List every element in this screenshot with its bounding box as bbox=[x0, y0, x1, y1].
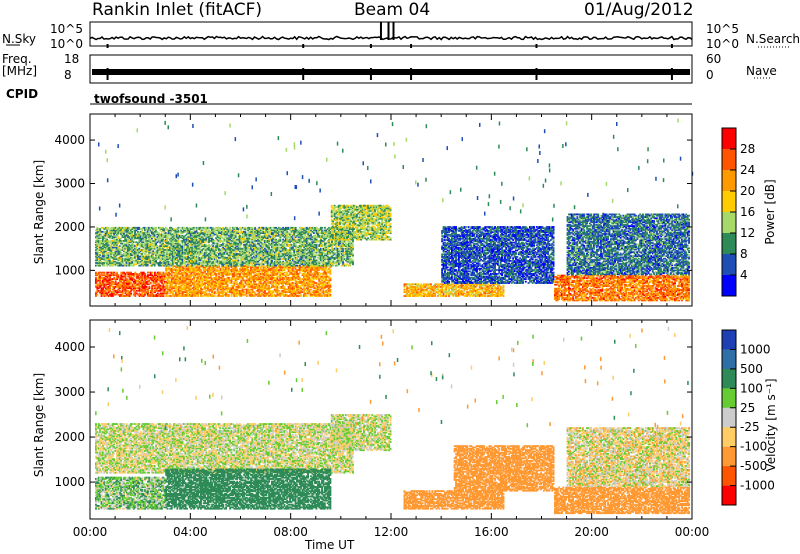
data-cell bbox=[108, 227, 110, 229]
data-cell bbox=[329, 289, 331, 291]
data-cell bbox=[116, 272, 118, 274]
data-cell bbox=[236, 281, 238, 283]
data-cell bbox=[207, 227, 209, 229]
data-cell bbox=[268, 285, 270, 287]
data-cell bbox=[130, 293, 132, 295]
data-cell bbox=[214, 295, 216, 297]
data-cell bbox=[229, 227, 231, 229]
data-cell bbox=[103, 272, 105, 274]
data-cell bbox=[150, 282, 152, 284]
data-cell bbox=[179, 243, 181, 245]
data-cell bbox=[193, 227, 195, 229]
data-cell bbox=[227, 283, 229, 285]
data-cell bbox=[144, 273, 146, 275]
data-cell bbox=[179, 227, 181, 229]
nsky-trace bbox=[90, 37, 692, 40]
data-cell bbox=[200, 269, 202, 271]
data-cell bbox=[96, 294, 98, 296]
data-cell bbox=[119, 245, 121, 247]
data-cell bbox=[292, 282, 294, 284]
data-cell bbox=[129, 227, 131, 229]
data-cell bbox=[300, 294, 302, 296]
data-cell bbox=[306, 295, 308, 297]
data-cell bbox=[151, 272, 153, 274]
data-cell bbox=[160, 272, 162, 274]
data-cell bbox=[299, 277, 301, 279]
data-cell bbox=[118, 274, 120, 276]
data-cell bbox=[226, 227, 228, 229]
data-cell bbox=[146, 286, 148, 288]
data-cell bbox=[329, 277, 331, 279]
data-cell bbox=[246, 295, 248, 297]
data-cell bbox=[242, 282, 244, 284]
data-cell bbox=[155, 227, 157, 229]
data-cell bbox=[214, 240, 216, 242]
data-cell bbox=[329, 269, 331, 271]
data-cell bbox=[329, 283, 331, 285]
data-cell bbox=[310, 289, 312, 291]
data-cell bbox=[120, 252, 122, 254]
data-cell bbox=[95, 277, 97, 279]
data-cell bbox=[101, 234, 103, 236]
data-cell bbox=[171, 274, 173, 276]
data-cell bbox=[236, 268, 238, 270]
data-cell bbox=[329, 294, 331, 296]
nsky-frame bbox=[90, 22, 692, 46]
data-cell bbox=[278, 290, 280, 292]
data-cell bbox=[148, 286, 150, 288]
data-cell bbox=[228, 277, 230, 279]
data-cell bbox=[117, 236, 119, 238]
data-cell bbox=[284, 286, 286, 288]
status-panels bbox=[6, 22, 790, 104]
freq-band bbox=[92, 69, 690, 75]
data-cell bbox=[228, 294, 230, 296]
